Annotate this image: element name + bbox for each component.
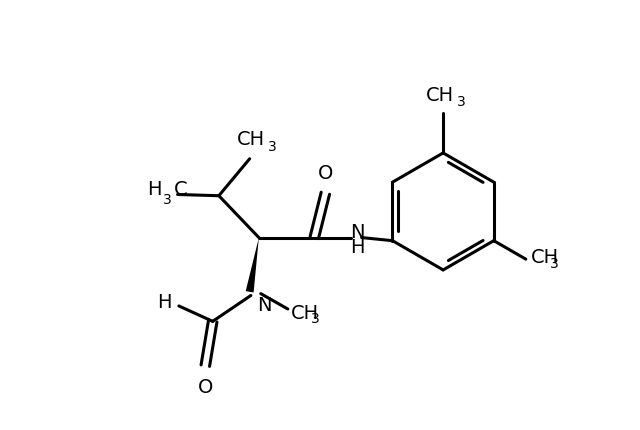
- Text: N: N: [257, 295, 271, 314]
- Text: O: O: [317, 164, 333, 183]
- Text: C: C: [174, 179, 188, 198]
- Text: H: H: [350, 237, 365, 256]
- Text: 3: 3: [457, 95, 465, 109]
- Text: H: H: [147, 179, 161, 198]
- Text: O: O: [198, 377, 213, 396]
- Text: 3: 3: [268, 139, 277, 153]
- Text: CH: CH: [291, 303, 319, 322]
- Text: H: H: [157, 292, 172, 311]
- Polygon shape: [246, 238, 259, 293]
- Text: CH: CH: [426, 86, 454, 104]
- Text: CH: CH: [531, 247, 559, 266]
- Text: 3: 3: [550, 256, 559, 270]
- Text: 3: 3: [163, 192, 172, 206]
- Text: N: N: [350, 222, 365, 241]
- Text: CH: CH: [237, 129, 265, 148]
- Text: 3: 3: [310, 311, 319, 325]
